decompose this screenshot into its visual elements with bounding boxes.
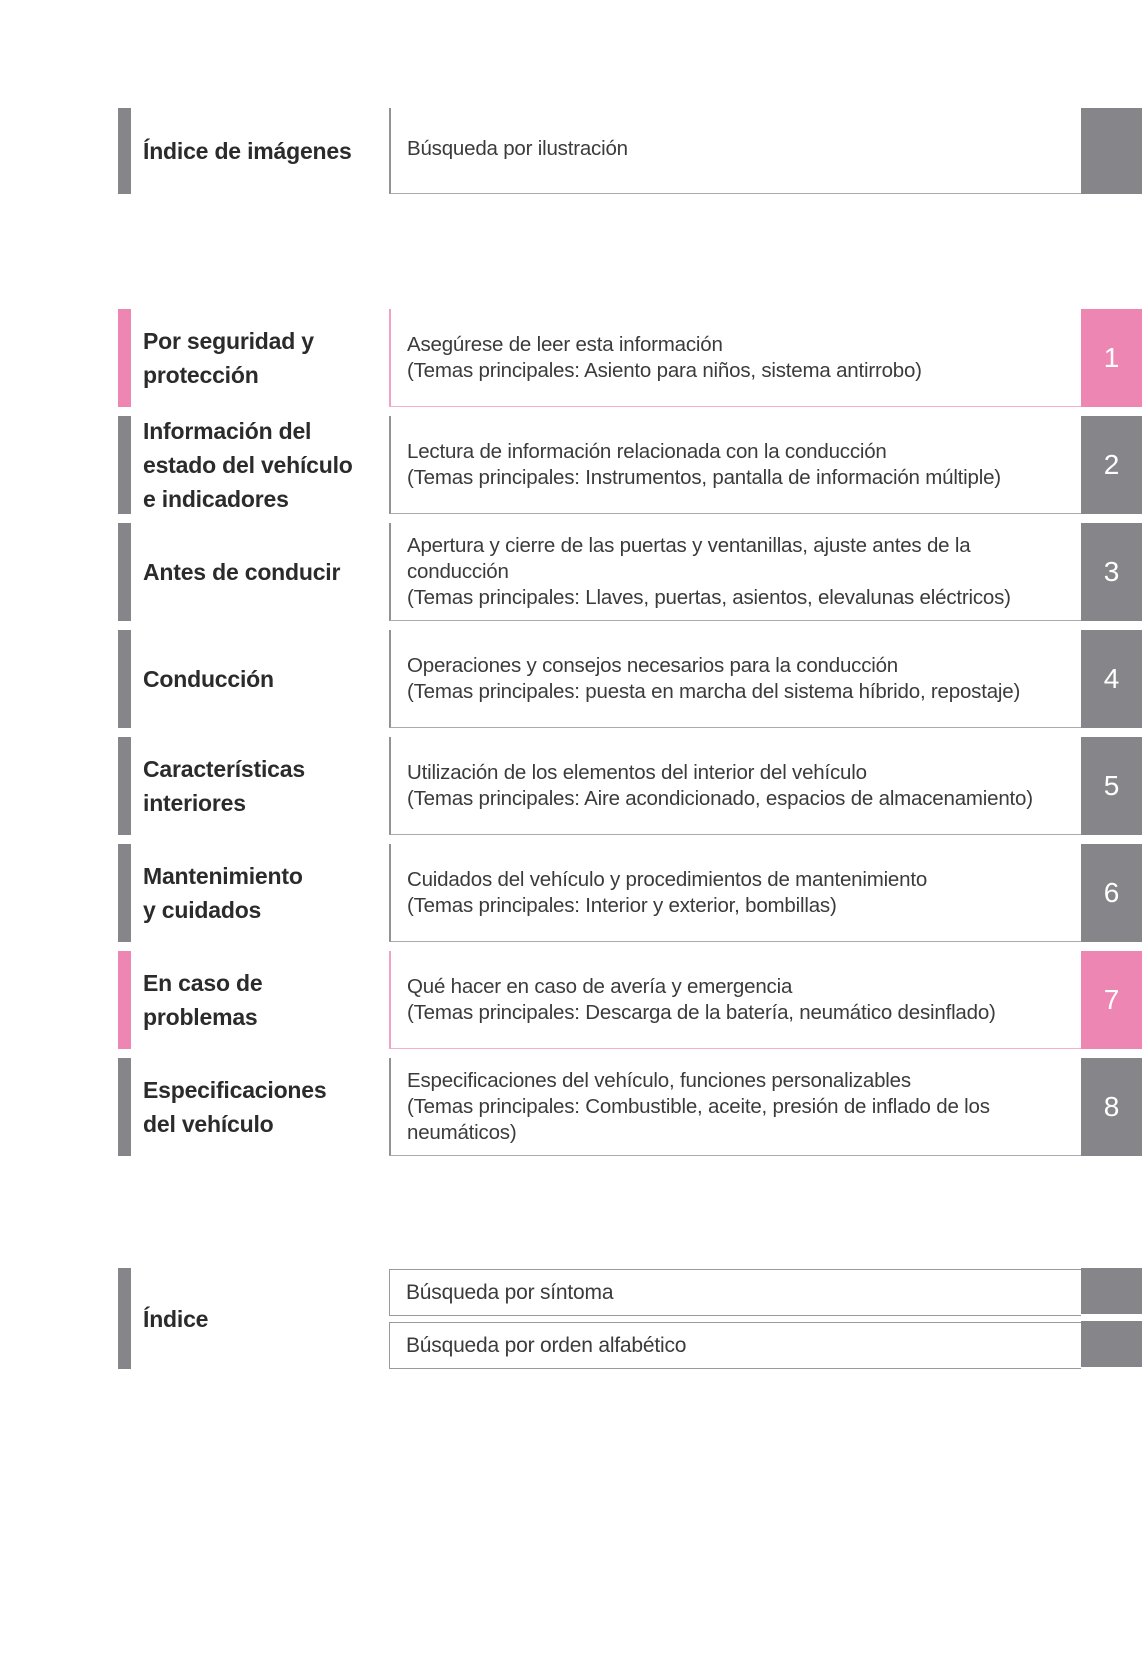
toc-section-row: Características interiores Utilización d… xyxy=(0,737,1142,835)
section-title: Características interiores xyxy=(143,756,305,816)
section-title: Conducción xyxy=(143,666,274,692)
toc-section-row: Conducción Operaciones y consejos necesa… xyxy=(0,630,1142,728)
section-topics: (Temas principales: Aire acondicionado, … xyxy=(407,786,1033,810)
section-number: 3 xyxy=(1103,556,1120,587)
toc-section-row: En caso de problemas Qué hacer en caso d… xyxy=(0,951,1142,1049)
toc-section-row: Información del estado del vehículo e in… xyxy=(0,416,1142,514)
section-number: 6 xyxy=(1103,877,1120,908)
section-link-box[interactable]: Cuidados del vehículo y procedimientos d… xyxy=(389,844,1081,942)
section-link-box[interactable]: Lectura de información relacionada con l… xyxy=(389,416,1081,514)
section-description: Cuidados del vehículo y procedimientos d… xyxy=(407,867,928,891)
section-number-tab[interactable]: 6 xyxy=(1081,844,1142,942)
section-description: Asegúrese de leer esta información xyxy=(407,332,723,356)
section-number: 2 xyxy=(1103,449,1120,480)
section-title: Especificaciones del vehículo xyxy=(143,1077,327,1137)
section-number-tab[interactable]: 2 xyxy=(1081,416,1142,514)
section-number: 7 xyxy=(1103,984,1120,1015)
section-link-box[interactable]: Qué hacer en caso de avería y emergencia… xyxy=(389,951,1081,1049)
section-number-tab[interactable]: 8 xyxy=(1081,1058,1142,1156)
section-color-bar xyxy=(118,951,131,1049)
index-link-symptom[interactable]: Búsqueda por síntoma xyxy=(389,1269,1081,1316)
section-link-box[interactable]: Asegúrese de leer esta información (Tema… xyxy=(389,309,1081,407)
section-number-tab[interactable]: 7 xyxy=(1081,951,1142,1049)
section-topics: (Temas principales: Combustible, aceite,… xyxy=(407,1094,990,1144)
section-title: Información del estado del vehículo e in… xyxy=(143,418,353,512)
section-number-tab[interactable]: 1 xyxy=(1081,309,1142,407)
section-number: 1 xyxy=(1103,342,1120,373)
index-link-label: Búsqueda por síntoma xyxy=(406,1280,614,1304)
toc-section-row: Antes de conducir Apertura y cierre de l… xyxy=(0,523,1142,621)
section-topics: (Temas principales: Descarga de la bater… xyxy=(407,1000,996,1024)
section-title: Índice xyxy=(143,1305,209,1332)
section-description: Operaciones y consejos necesarios para l… xyxy=(407,653,898,677)
section-link-box[interactable]: Apertura y cierre de las puertas y venta… xyxy=(389,523,1081,621)
section-title: En caso de problemas xyxy=(143,970,263,1030)
section-topics: (Temas principales: puesta en marcha del… xyxy=(407,679,1021,703)
section-image-index: Índice de imágenes Búsqueda por ilustrac… xyxy=(0,108,1142,194)
toc-section-row: Mantenimiento y cuidados Cuidados del ve… xyxy=(0,844,1142,942)
page-edge-tab[interactable] xyxy=(1081,1268,1142,1314)
section-color-bar xyxy=(118,1058,131,1156)
toc-section-row: Por seguridad y protección Asegúrese de … xyxy=(0,309,1142,407)
section-index: Índice Búsqueda por síntoma Búsqueda por… xyxy=(0,1268,1142,1369)
section-link-box[interactable]: Operaciones y consejos necesarios para l… xyxy=(389,630,1081,728)
section-color-bar xyxy=(118,108,131,194)
section-link-box[interactable]: Utilización de los elementos del interio… xyxy=(389,737,1081,835)
section-description: Lectura de información relacionada con l… xyxy=(407,439,887,463)
section-color-bar xyxy=(118,1268,131,1369)
section-title: Índice de imágenes xyxy=(143,138,352,164)
section-description: Búsqueda por ilustración xyxy=(407,136,628,160)
section-color-bar xyxy=(118,737,131,835)
section-title: Por seguridad y protección xyxy=(143,328,314,388)
index-link-alphabetical[interactable]: Búsqueda por orden alfabético xyxy=(389,1322,1081,1369)
section-number-tab[interactable]: 4 xyxy=(1081,630,1142,728)
toc-section-row: Especificaciones del vehículo Especifica… xyxy=(0,1058,1142,1156)
section-link-box[interactable]: Especificaciones del vehículo, funciones… xyxy=(389,1058,1081,1156)
section-topics: (Temas principales: Asiento para niños, … xyxy=(407,358,922,382)
section-title: Mantenimiento y cuidados xyxy=(143,863,303,923)
section-description: Qué hacer en caso de avería y emergencia xyxy=(407,974,793,998)
section-topics: (Temas principales: Llaves, puertas, asi… xyxy=(407,585,1011,609)
section-description: Utilización de los elementos del interio… xyxy=(407,760,867,784)
section-color-bar xyxy=(118,844,131,942)
section-description: Especificaciones del vehículo, funciones… xyxy=(407,1068,911,1092)
section-topics: (Temas principales: Instrumentos, pantal… xyxy=(407,465,1001,489)
section-color-bar xyxy=(118,309,131,407)
page-edge-tab[interactable] xyxy=(1081,1321,1142,1367)
section-title: Antes de conducir xyxy=(143,559,341,585)
section-number: 8 xyxy=(1103,1091,1120,1122)
section-color-bar xyxy=(118,416,131,514)
section-number: 4 xyxy=(1103,663,1120,694)
section-topics: (Temas principales: Interior y exterior,… xyxy=(407,893,837,917)
page-edge-tab[interactable] xyxy=(1081,108,1142,194)
section-color-bar xyxy=(118,630,131,728)
section-number-tab[interactable]: 3 xyxy=(1081,523,1142,621)
section-color-bar xyxy=(118,523,131,621)
section-link-box[interactable]: Búsqueda por ilustración xyxy=(389,108,1081,194)
section-number: 5 xyxy=(1103,770,1120,801)
section-description: Apertura y cierre de las puertas y venta… xyxy=(407,533,971,583)
section-number-tab[interactable]: 5 xyxy=(1081,737,1142,835)
index-link-label: Búsqueda por orden alfabético xyxy=(406,1333,687,1357)
